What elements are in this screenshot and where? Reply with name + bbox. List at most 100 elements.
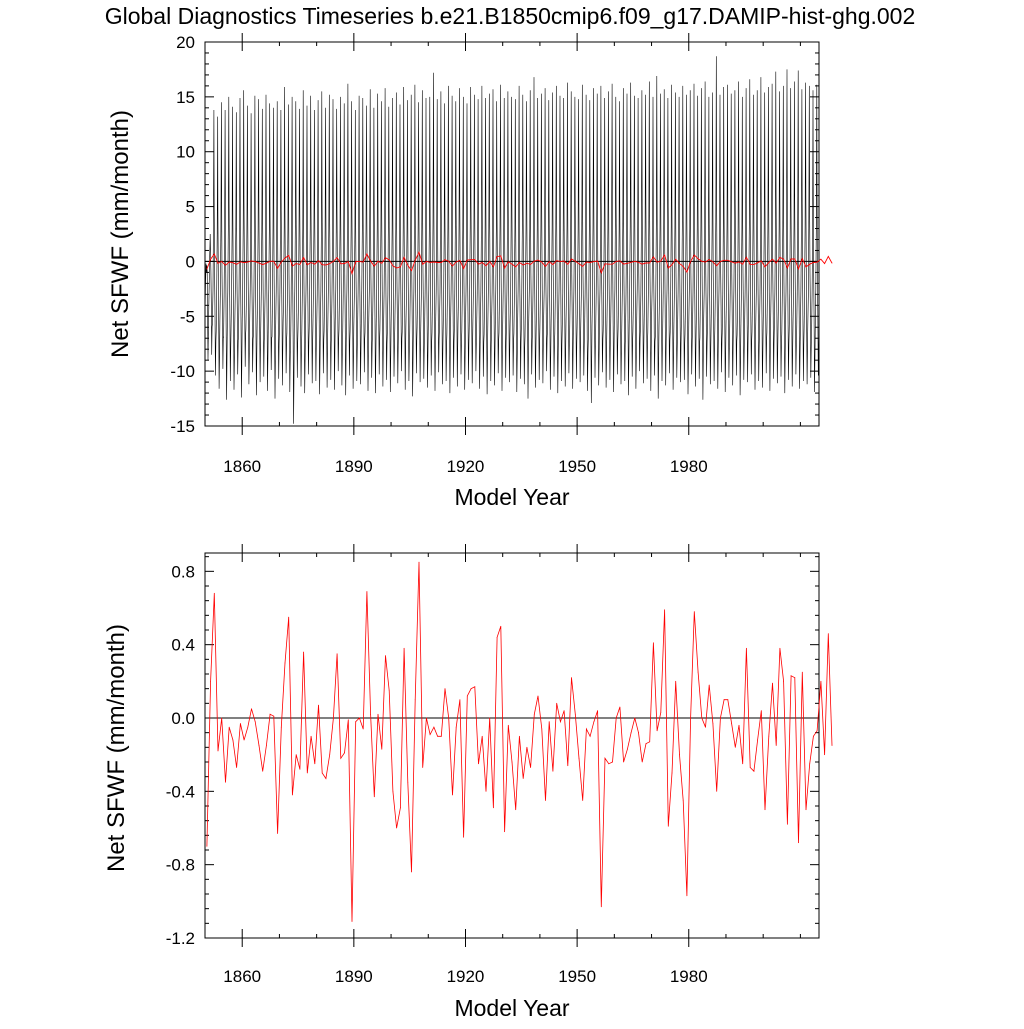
annual-mean-point: [563, 260, 565, 262]
annual-mean-point: [627, 748, 628, 750]
annual-mean-point: [333, 261, 334, 262]
annual-mean-point: [675, 680, 677, 682]
annual-mean-point: [623, 263, 624, 265]
annual-mean-point: [604, 757, 606, 759]
annual-mean-point: [455, 261, 457, 263]
annual-mean-point: [385, 257, 386, 259]
annual-mean-point: [210, 680, 212, 682]
annual-mean-point: [306, 772, 308, 774]
annual-mean-point: [310, 262, 312, 263]
annual-mean-point: [682, 800, 684, 801]
annual-mean-point: [240, 723, 241, 724]
annual-mean-point: [243, 739, 245, 741]
annual-mean-point: [466, 259, 468, 261]
annual-mean-point: [433, 726, 435, 728]
annual-mean-point: [340, 757, 342, 759]
annual-mean-point: [641, 263, 643, 265]
annual-mean-point: [448, 717, 450, 719]
annual-mean-point: [530, 264, 531, 265]
annual-mean-point: [600, 906, 602, 908]
annual-mean-point: [545, 800, 546, 801]
annual-mean-point: [373, 265, 375, 267]
annual-mean-point: [526, 746, 528, 748]
annual-mean-point: [344, 752, 345, 754]
annual-mean-point: [701, 261, 703, 262]
annual-mean-point: [589, 262, 591, 263]
annual-mean-point: [310, 735, 312, 737]
annual-mean-point: [481, 735, 483, 737]
annual-mean-point: [757, 262, 758, 264]
annual-mean-point: [414, 259, 416, 261]
annual-mean-point: [504, 267, 505, 269]
annual-mean-point: [429, 262, 431, 263]
annual-mean-point: [686, 271, 688, 273]
annual-mean-point: [370, 713, 371, 715]
annual-mean-point: [716, 790, 718, 792]
annual-mean-point: [720, 717, 721, 719]
annual-mean-point: [240, 261, 241, 263]
annual-mean-point: [314, 263, 316, 265]
annual-mean-point: [221, 261, 223, 262]
annual-mean-point: [329, 754, 331, 756]
y-tick-label: 0.0: [171, 709, 195, 728]
annual-mean-point: [493, 807, 494, 809]
annual-mean-point: [280, 726, 282, 728]
annual-mean-point: [262, 770, 264, 772]
y-tick-label: 10: [176, 143, 195, 162]
y-tick-label: 0.8: [171, 562, 195, 581]
annual-mean-point: [727, 259, 729, 261]
annual-mean-point: [627, 262, 628, 264]
annual-mean-point: [615, 717, 617, 719]
y-tick-label: 15: [176, 88, 195, 107]
annual-mean-point: [500, 625, 502, 627]
annual-mean-point: [578, 263, 580, 265]
annual-mean-point: [251, 708, 252, 710]
annual-mean-point: [560, 721, 561, 723]
x-tick-label: 1980: [670, 457, 708, 476]
annual-mean-point: [347, 261, 349, 262]
y-tick-label: -0.4: [166, 782, 195, 801]
annual-mean-point: [362, 728, 364, 730]
annual-mean-point: [686, 895, 688, 897]
annual-mean-point: [288, 255, 290, 256]
annual-mean-point: [351, 273, 353, 274]
annual-mean-point: [727, 699, 729, 701]
annual-mean-point: [612, 761, 613, 763]
annual-mean-point: [604, 263, 606, 265]
annual-mean-point: [742, 263, 744, 265]
annual-mean-point: [790, 258, 792, 260]
annual-mean-point: [437, 262, 438, 263]
annual-mean-point: [411, 871, 412, 873]
x-tick-label: 1860: [223, 967, 261, 986]
annual-mean-point: [608, 763, 610, 765]
annual-mean-point: [630, 732, 632, 734]
annual-mean-point: [470, 259, 472, 261]
annual-mean-point: [377, 713, 379, 715]
annual-mean-point: [340, 263, 342, 265]
annual-mean-point: [571, 677, 572, 679]
annual-mean-point: [593, 261, 595, 262]
annual-mean-point: [519, 262, 520, 263]
annual-mean-point: [400, 807, 401, 809]
annual-mean-point: [303, 651, 304, 653]
y-tick-label: -10: [170, 362, 195, 381]
x-tick-label: 1860: [223, 457, 261, 476]
annual-mean-point: [213, 592, 215, 594]
annual-mean-point: [827, 256, 829, 257]
annual-mean-point: [299, 768, 301, 770]
annual-mean-point: [292, 794, 293, 796]
annual-mean-point: [578, 757, 580, 759]
annual-mean-point: [816, 261, 818, 263]
top-panel: 1860 1890 1920 1950 1980 -15 -10 -5 0 5 10 15 20 Mode…: [107, 33, 833, 510]
annual-mean-point: [831, 262, 833, 264]
annual-mean-point: [582, 800, 584, 801]
annual-mean-point: [537, 259, 539, 261]
annual-mean-point: [775, 745, 777, 746]
annual-mean-point: [366, 253, 368, 255]
annual-mean-point: [712, 723, 714, 724]
annual-mean-point: [723, 699, 725, 701]
annual-mean-point: [560, 261, 561, 262]
annual-mean-point: [232, 739, 234, 741]
annual-mean-point: [586, 728, 587, 730]
